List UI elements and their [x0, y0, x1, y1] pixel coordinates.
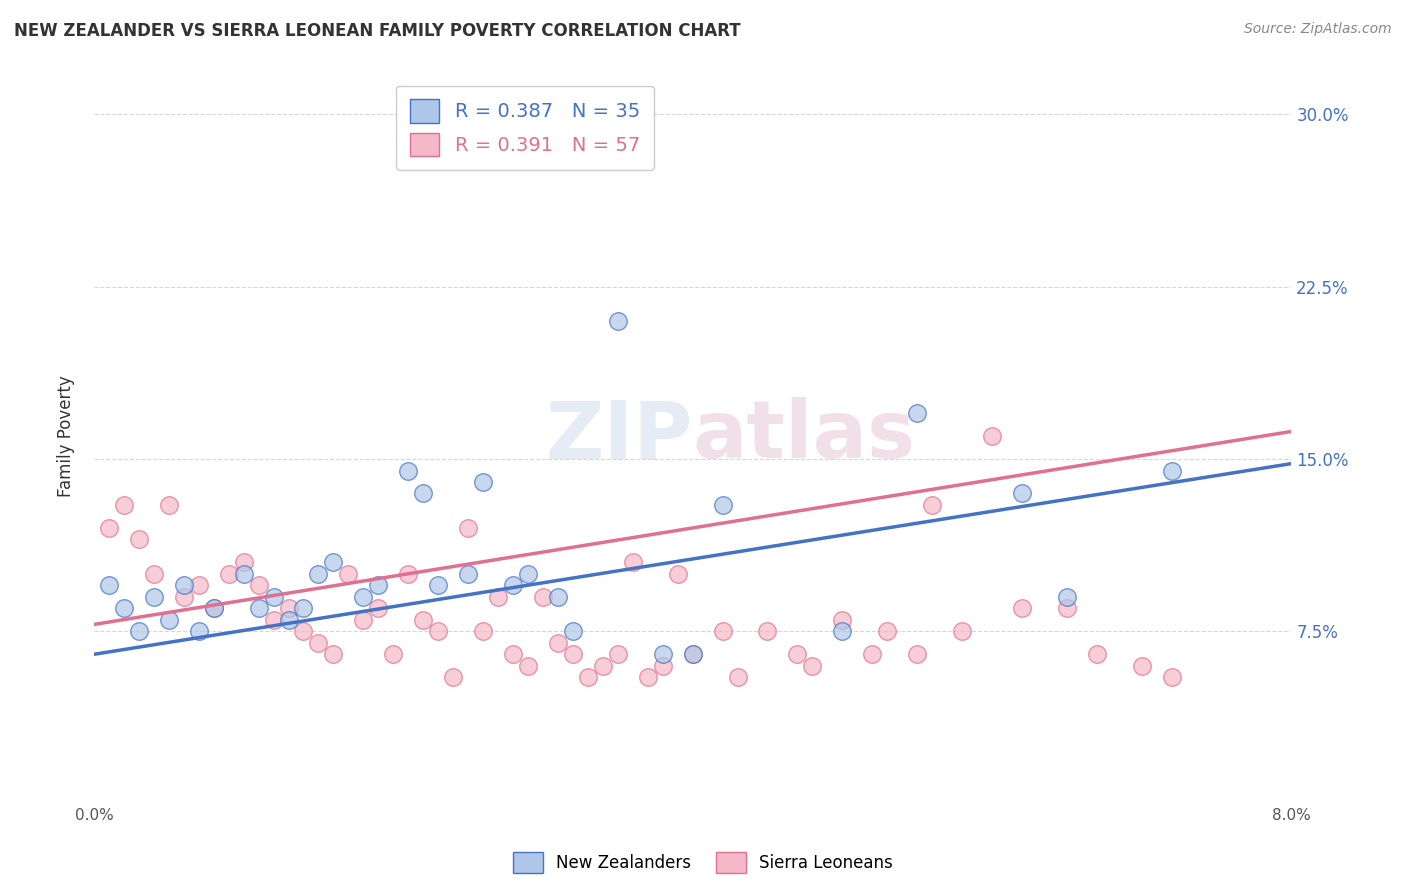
Point: [142, 566, 165, 581]
Point: [921, 498, 943, 512]
Point: [1160, 463, 1182, 477]
Point: [352, 613, 374, 627]
Point: [112, 498, 135, 512]
Point: [786, 648, 808, 662]
Point: [561, 648, 583, 662]
Point: [396, 463, 419, 477]
Legend: R = 0.387   N = 35, R = 0.391   N = 57: R = 0.387 N = 35, R = 0.391 N = 57: [396, 86, 654, 170]
Point: [412, 486, 434, 500]
Point: [576, 670, 599, 684]
Point: [711, 498, 734, 512]
Point: [950, 624, 973, 639]
Point: [905, 406, 928, 420]
Point: [502, 648, 524, 662]
Point: [981, 429, 1004, 443]
Point: [1085, 648, 1108, 662]
Point: [531, 590, 554, 604]
Legend: New Zealanders, Sierra Leoneans: New Zealanders, Sierra Leoneans: [506, 846, 900, 880]
Point: [682, 648, 704, 662]
Point: [592, 658, 614, 673]
Point: [112, 601, 135, 615]
Point: [157, 613, 180, 627]
Point: [247, 601, 270, 615]
Point: [637, 670, 659, 684]
Point: [472, 624, 495, 639]
Y-axis label: Family Poverty: Family Poverty: [58, 376, 75, 497]
Point: [876, 624, 898, 639]
Point: [232, 556, 254, 570]
Point: [801, 658, 824, 673]
Point: [606, 314, 628, 328]
Point: [307, 636, 329, 650]
Point: [218, 566, 240, 581]
Point: [367, 601, 389, 615]
Point: [427, 578, 450, 592]
Point: [396, 566, 419, 581]
Point: [651, 658, 673, 673]
Point: [187, 578, 209, 592]
Point: [1056, 590, 1078, 604]
Point: [1130, 658, 1153, 673]
Point: [232, 566, 254, 581]
Text: NEW ZEALANDER VS SIERRA LEONEAN FAMILY POVERTY CORRELATION CHART: NEW ZEALANDER VS SIERRA LEONEAN FAMILY P…: [14, 22, 741, 40]
Point: [427, 624, 450, 639]
Point: [412, 613, 434, 627]
Point: [517, 566, 540, 581]
Point: [352, 590, 374, 604]
Point: [277, 613, 299, 627]
Point: [1011, 601, 1033, 615]
Point: [202, 601, 225, 615]
Point: [263, 590, 285, 604]
Point: [756, 624, 779, 639]
Point: [173, 590, 195, 604]
Point: [322, 648, 344, 662]
Point: [277, 601, 299, 615]
Point: [187, 624, 209, 639]
Point: [831, 613, 853, 627]
Point: [457, 566, 479, 581]
Point: [831, 624, 853, 639]
Point: [441, 670, 464, 684]
Point: [142, 590, 165, 604]
Point: [157, 498, 180, 512]
Point: [322, 556, 344, 570]
Point: [860, 648, 883, 662]
Point: [173, 578, 195, 592]
Point: [292, 624, 315, 639]
Point: [128, 533, 150, 547]
Point: [1011, 486, 1033, 500]
Point: [97, 578, 120, 592]
Point: [367, 578, 389, 592]
Point: [382, 648, 405, 662]
Point: [547, 636, 569, 650]
Text: ZIP: ZIP: [546, 397, 693, 475]
Point: [711, 624, 734, 639]
Point: [727, 670, 749, 684]
Point: [621, 556, 644, 570]
Point: [517, 658, 540, 673]
Point: [606, 648, 628, 662]
Point: [457, 521, 479, 535]
Point: [472, 475, 495, 489]
Point: [502, 578, 524, 592]
Point: [128, 624, 150, 639]
Text: atlas: atlas: [693, 397, 915, 475]
Point: [561, 624, 583, 639]
Point: [1160, 670, 1182, 684]
Point: [202, 601, 225, 615]
Point: [547, 590, 569, 604]
Point: [651, 648, 673, 662]
Point: [666, 566, 689, 581]
Point: [247, 578, 270, 592]
Point: [337, 566, 360, 581]
Point: [292, 601, 315, 615]
Point: [1056, 601, 1078, 615]
Point: [263, 613, 285, 627]
Text: Source: ZipAtlas.com: Source: ZipAtlas.com: [1244, 22, 1392, 37]
Point: [307, 566, 329, 581]
Point: [905, 648, 928, 662]
Point: [97, 521, 120, 535]
Point: [682, 648, 704, 662]
Point: [486, 590, 509, 604]
